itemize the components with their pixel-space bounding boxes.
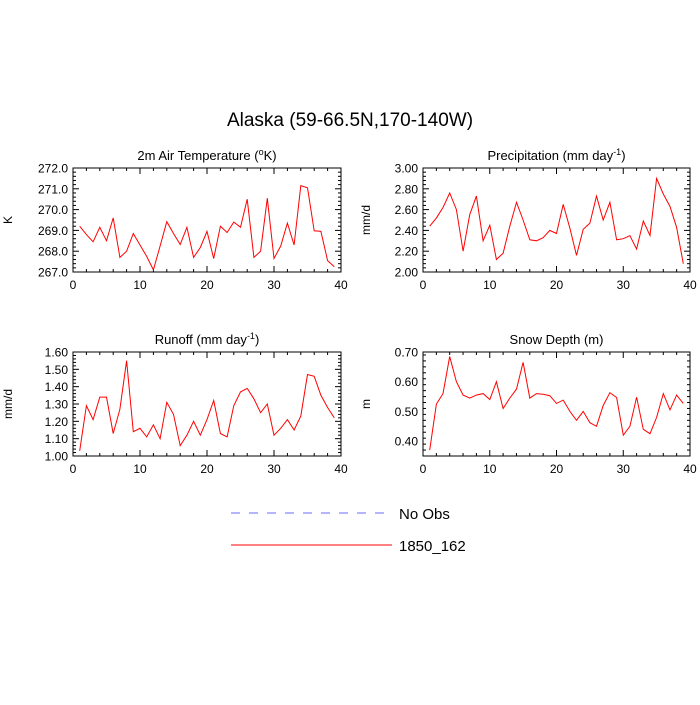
y-tick-label: 0.50: [395, 405, 419, 419]
legend: No Obs 1850_162: [231, 506, 466, 555]
x-tick-label: 30: [617, 462, 631, 476]
x-tick-label: 40: [334, 462, 348, 476]
chart-panel-3: 0 10 20 30 40 1.00 1.10 1.20 1.30 1.40 1.50 1.60 mm/…: [1, 331, 348, 476]
y-axis-label: mm/d: [1, 389, 15, 419]
x-tick-label: 20: [550, 278, 564, 292]
y-tick-label: 267.0: [38, 266, 68, 280]
series-line: [79, 185, 335, 272]
y-tick-label: 1.40: [45, 380, 69, 394]
panel-title: Snow Depth (m): [510, 332, 604, 347]
y-tick-label: 269.0: [38, 224, 68, 238]
y-tick-label: 1.50: [45, 363, 69, 377]
x-tick-label: 20: [200, 462, 214, 476]
y-tick-label: 1.60: [45, 346, 69, 360]
x-tick-label: 10: [133, 462, 147, 476]
panel-title: Precipitation (mm day-1): [487, 147, 625, 163]
y-tick-label: 2.20: [395, 245, 419, 259]
x-tick-label: 30: [617, 278, 631, 292]
x-tick-label: 10: [133, 278, 147, 292]
chart-panel-2: 0 10 20 30 40 2.00 2.20 2.40 2.60 2.80 3.00 mm/d Pre…: [359, 147, 697, 292]
y-tick-label: 3.00: [395, 162, 419, 176]
x-tick-label: 40: [683, 462, 697, 476]
y-tick-label: 272.0: [38, 162, 68, 176]
y-tick-label: 0.70: [395, 346, 419, 360]
y-tick-label: 1.20: [45, 415, 69, 429]
chart-panel-4: 0 10 20 30 40 0.40 0.50 0.60 0.70 m Snow Depth (m): [359, 332, 697, 476]
y-tick-label: 0.60: [395, 375, 419, 389]
figure-title: Alaska (59-66.5N,170-140W): [226, 110, 474, 131]
legend-label: 1850_162: [399, 538, 466, 555]
y-tick-label: 1.10: [45, 432, 69, 446]
panel-title: Runoff (mm day-1): [155, 331, 260, 347]
y-tick-label: 2.00: [395, 266, 419, 280]
y-tick-label: 271.0: [38, 182, 68, 196]
chart-panel-1: 0 10 20 30 40 267.0 268.0 269.0 270.0 271.0 272.0 K…: [1, 147, 348, 292]
y-axis-label: K: [1, 216, 15, 224]
y-tick-label: 2.80: [395, 182, 419, 196]
y-axis-label: m: [359, 399, 373, 409]
x-tick-label: 30: [267, 462, 281, 476]
y-tick-label: 2.40: [395, 224, 419, 238]
series-line: [429, 176, 684, 264]
legend-label: No Obs: [399, 506, 450, 523]
x-tick-label: 10: [483, 462, 497, 476]
y-tick-label: 0.40: [395, 435, 419, 449]
series-line: [429, 356, 684, 451]
y-tick-label: 1.30: [45, 398, 69, 412]
x-tick-label: 40: [683, 278, 697, 292]
plot-frame: [72, 351, 342, 457]
x-tick-label: 30: [267, 278, 281, 292]
series-line: [79, 360, 335, 451]
panel-title: 2m Air Temperature (oK): [137, 147, 276, 163]
x-tick-label: 20: [550, 462, 564, 476]
y-tick-label: 270.0: [38, 203, 68, 217]
x-tick-label: 0: [70, 462, 77, 476]
plot-frame: [422, 351, 691, 457]
x-tick-label: 20: [200, 278, 214, 292]
y-axis-label: mm/d: [359, 205, 373, 235]
x-tick-label: 10: [483, 278, 497, 292]
y-tick-label: 268.0: [38, 245, 68, 259]
x-tick-label: 40: [334, 278, 348, 292]
x-tick-label: 0: [420, 278, 427, 292]
y-tick-label: 1.00: [45, 450, 69, 464]
plot-frame: [422, 167, 691, 273]
x-tick-label: 0: [420, 462, 427, 476]
y-tick-label: 2.60: [395, 203, 419, 217]
x-tick-label: 0: [70, 278, 77, 292]
